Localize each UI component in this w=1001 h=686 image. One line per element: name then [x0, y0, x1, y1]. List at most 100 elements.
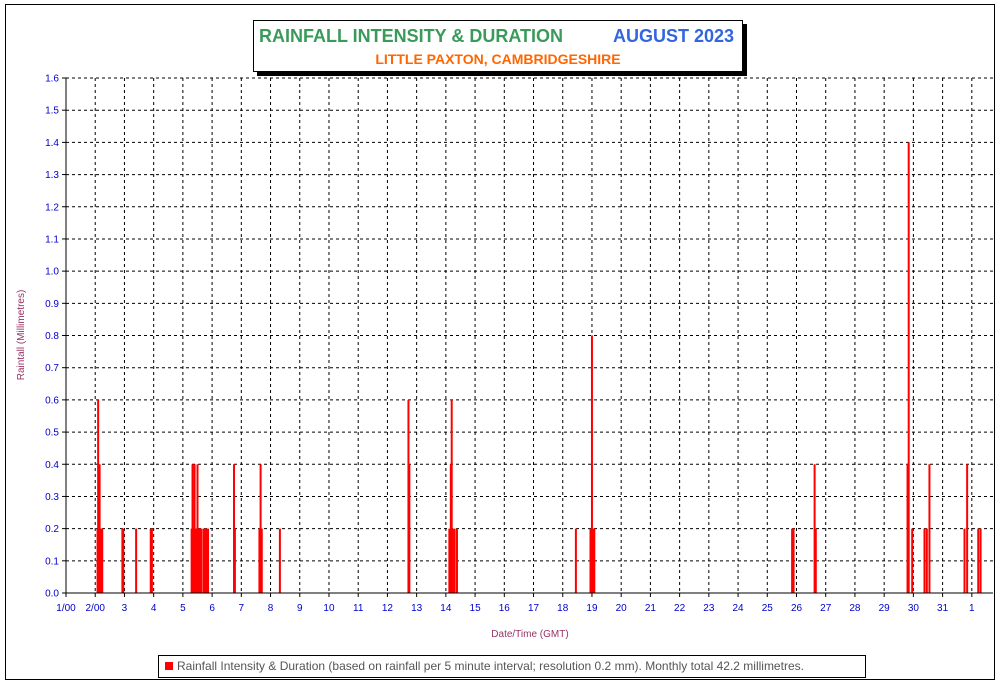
x-tick-label: 1 [969, 603, 975, 614]
rain-bar [574, 528, 577, 593]
x-tick-label: 14 [440, 603, 452, 614]
x-tick-label: 3 [122, 603, 128, 614]
x-tick-label: 27 [820, 603, 832, 614]
x-tick-label: 13 [411, 603, 423, 614]
rain-bar [814, 528, 817, 593]
y-tick-label: 0.0 [45, 589, 59, 600]
y-tick-label: 0.7 [45, 363, 59, 374]
rain-bar [203, 528, 206, 593]
x-tick-label: 17 [528, 603, 540, 614]
y-tick-label: 1.4 [45, 138, 59, 149]
rain-bar [792, 528, 795, 593]
rain-bar [260, 528, 263, 593]
x-tick-label: 25 [762, 603, 774, 614]
rain-bar [911, 528, 914, 593]
x-tick-label: 22 [674, 603, 686, 614]
x-tick-label: 5 [180, 603, 186, 614]
x-tick-label: 19 [586, 603, 598, 614]
x-tick-label: 7 [239, 603, 245, 614]
y-tick-label: 1.5 [45, 106, 59, 117]
x-tick-label: 12 [382, 603, 394, 614]
rain-bar [259, 464, 262, 593]
rain-bar [204, 528, 207, 593]
rain-bar [450, 399, 453, 593]
y-tick-label: 0.9 [45, 299, 59, 310]
rain-bar [592, 528, 595, 593]
y-tick-label: 1.6 [45, 74, 59, 85]
rain-bar [101, 528, 104, 593]
x-tick-label: 11 [353, 603, 364, 614]
y-tick-label: 1.1 [45, 234, 59, 245]
rain-bar [258, 528, 261, 593]
rain-bar [207, 528, 210, 593]
rain-bar [408, 464, 411, 593]
rain-bar [195, 528, 198, 593]
x-tick-label: 20 [616, 603, 628, 614]
rain-bar [202, 528, 205, 593]
rain-bar [589, 528, 592, 593]
rain-bar [593, 528, 596, 593]
x-tick-label: 28 [849, 603, 861, 614]
chart-frame [5, 4, 995, 680]
x-tick-label: 2/00 [85, 603, 105, 614]
rain-bar [451, 528, 454, 593]
y-tick-label: 0.3 [45, 492, 59, 503]
y-axis-label: Raintall (Millimetres) [16, 290, 27, 381]
x-tick-label: 15 [470, 603, 482, 614]
x-tick-label: 16 [499, 603, 511, 614]
axes [62, 77, 993, 597]
x-tick-label: 1/00 [56, 603, 76, 614]
y-tick-label: 1.0 [45, 267, 59, 278]
y-tick-label: 0.8 [45, 331, 59, 342]
rain-bar [906, 464, 909, 593]
rain-bar [907, 142, 910, 593]
x-tick-label: 4 [151, 603, 157, 614]
rain-bar [149, 528, 152, 593]
rain-bar [122, 528, 125, 593]
rain-bar [233, 528, 236, 593]
x-tick-label: 18 [557, 603, 569, 614]
rain-bar [278, 528, 281, 593]
rain-bar [453, 528, 456, 593]
y-tick-label: 0.6 [45, 395, 59, 406]
rain-bar [198, 528, 201, 593]
x-tick-label: 24 [732, 603, 744, 614]
rain-bar [205, 528, 208, 593]
x-tick-label: 23 [703, 603, 715, 614]
x-tick-label: 31 [937, 603, 949, 614]
y-tick-label: 1.2 [45, 202, 59, 213]
rain-bar [196, 464, 199, 593]
rain-bar [966, 464, 969, 593]
legend-swatch [165, 662, 173, 670]
x-tick-label: 9 [297, 603, 303, 614]
rain-bar [199, 528, 202, 593]
rain-bar [590, 335, 593, 593]
y-tick-label: 0.1 [45, 556, 59, 567]
y-tick-label: 0.5 [45, 428, 59, 439]
x-tick-label: 6 [209, 603, 215, 614]
x-tick-label: 26 [791, 603, 803, 614]
rain-bar [963, 528, 966, 593]
title-box: RAINFALL INTENSITY & DURATION AUGUST 202… [253, 20, 743, 72]
legend: Rainfall Intensity & Duration (based on … [158, 655, 866, 678]
rain-bar [150, 528, 153, 593]
y-tick-labels: 0.0 0.1 0.2 0.3 0.4 0.5 0.6 0.7 0.8 0.9 1.0 1.1 1.2 1… [45, 74, 59, 600]
rain-bar [928, 464, 931, 593]
y-tick-label: 1.3 [45, 170, 59, 181]
rainfall-bars [96, 142, 982, 593]
rain-bar [135, 528, 138, 593]
rain-bar [813, 464, 816, 593]
rain-bar [979, 528, 982, 593]
x-tick-label: 8 [268, 603, 274, 614]
x-axis-label: Date/Time (GMT) [491, 629, 568, 640]
x-tick-label: 29 [879, 603, 891, 614]
chart-location: LITTLE PAXTON, CAMBRIDGESHIRE [375, 51, 621, 67]
rain-bar [97, 399, 100, 593]
rain-bar [977, 528, 980, 593]
rain-bar [923, 528, 926, 593]
x-tick-label: 30 [908, 603, 920, 614]
chart-month: AUGUST 2023 [612, 26, 734, 46]
x-tick-label: 10 [323, 603, 335, 614]
chart-title: RAINFALL INTENSITY & DURATION [259, 26, 564, 46]
